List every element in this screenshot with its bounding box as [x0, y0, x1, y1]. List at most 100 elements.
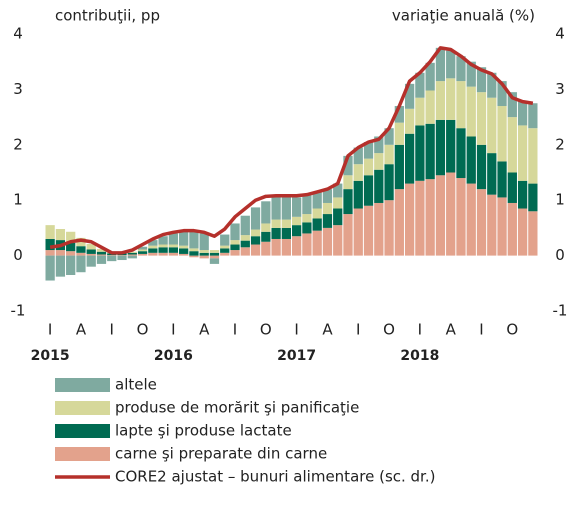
y-tick-label: 0: [13, 246, 23, 264]
x-tick-label: I: [479, 321, 483, 339]
bar: [240, 240, 250, 248]
bar: [466, 183, 476, 256]
bar: [435, 47, 446, 82]
y-axis-label: contribuţii, pp: [55, 7, 160, 25]
bar: [456, 128, 466, 179]
bar: [250, 244, 261, 256]
bar: [363, 142, 374, 159]
bar: [343, 175, 353, 190]
bar: [435, 81, 446, 120]
bar: [240, 247, 250, 256]
bar: [261, 231, 271, 242]
bar: [322, 202, 333, 215]
bar: [528, 183, 538, 212]
bar: [456, 81, 466, 129]
bar: [384, 144, 394, 165]
bar: [425, 90, 435, 124]
year-label: 2015: [31, 348, 70, 364]
bar: [220, 248, 230, 253]
bar: [302, 222, 312, 234]
bar: [404, 183, 415, 256]
bar: [199, 233, 209, 251]
bar: [322, 189, 333, 203]
bar: [497, 81, 507, 107]
bar: [507, 92, 517, 118]
y2-tick-label: -1: [553, 302, 568, 320]
bar: [415, 180, 425, 256]
legend-label: produse de morărit şi panificaţie: [115, 399, 359, 417]
bar: [107, 255, 117, 262]
bar: [230, 240, 240, 245]
bar: [107, 255, 117, 256]
bar: [76, 246, 86, 253]
bar: [425, 123, 435, 180]
bar: [127, 255, 137, 259]
bar: [55, 229, 66, 241]
bar: [158, 236, 168, 245]
bar: [209, 250, 220, 253]
bar: [179, 231, 189, 246]
bar: [302, 214, 312, 223]
bar: [86, 243, 96, 250]
bar: [415, 125, 425, 181]
y2-tick-label: 2: [555, 135, 565, 153]
bar: [312, 191, 322, 209]
bar: [250, 229, 261, 237]
bar: [487, 97, 497, 154]
bar: [384, 164, 394, 201]
y2-axis-label: variaţie anuală (%): [392, 7, 535, 25]
bar: [127, 251, 137, 253]
bar: [312, 208, 322, 219]
bar: [363, 205, 374, 256]
bar: [220, 234, 230, 246]
bar: [199, 255, 209, 259]
bar: [292, 236, 302, 256]
legend-swatch: [55, 401, 110, 415]
bar: [353, 208, 363, 256]
bar: [322, 227, 333, 256]
bar: [487, 72, 497, 98]
bar: [404, 133, 415, 184]
bar: [333, 225, 343, 256]
bar: [137, 246, 148, 250]
bar: [189, 231, 199, 249]
bar: [333, 183, 343, 198]
bar: [96, 254, 107, 256]
bar: [363, 158, 374, 176]
bar: [466, 136, 476, 184]
bar: [66, 231, 76, 243]
bar: [250, 207, 261, 230]
bar: [528, 128, 538, 184]
bar: [168, 233, 179, 245]
bar: [446, 172, 456, 256]
legend-swatch: [55, 447, 110, 461]
bar: [292, 197, 302, 217]
bar: [456, 56, 466, 82]
bar: [189, 255, 199, 258]
bar: [425, 179, 435, 256]
bar: [435, 175, 446, 256]
bar: [96, 248, 107, 252]
bar: [528, 103, 538, 129]
bar: [476, 189, 487, 256]
bar: [446, 119, 456, 173]
bar: [220, 245, 230, 249]
bar: [137, 253, 148, 256]
bar: [127, 254, 137, 256]
bar: [425, 62, 435, 91]
bar: [404, 108, 415, 134]
bar: [384, 200, 394, 256]
bar: [45, 255, 55, 281]
bar: [292, 225, 302, 237]
x-tick-label: I: [233, 321, 237, 339]
x-tick-label: I: [48, 321, 52, 339]
bar: [261, 241, 271, 256]
bar: [271, 238, 281, 256]
bar: [158, 244, 168, 248]
bar: [292, 216, 302, 226]
bar: [466, 86, 476, 137]
bar: [312, 218, 322, 231]
bar: [250, 236, 261, 245]
year-label: 2017: [277, 348, 316, 364]
bar: [363, 175, 374, 206]
